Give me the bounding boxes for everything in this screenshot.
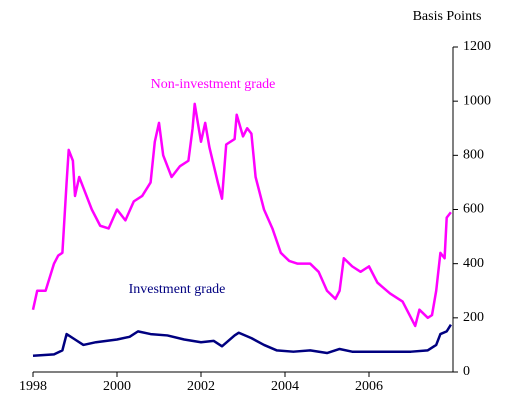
x-tick-label: 2002 bbox=[187, 379, 215, 394]
annotation: Investment grade bbox=[129, 282, 226, 297]
y-tick-label: 1000 bbox=[463, 93, 491, 108]
y-tick-label: 600 bbox=[463, 202, 484, 217]
annotation: Non-investment grade bbox=[151, 77, 276, 92]
y-tick-label: 1200 bbox=[463, 39, 491, 54]
line-series bbox=[32, 323, 452, 357]
y-tick-label: 800 bbox=[463, 148, 484, 163]
axis-label: Basis Points bbox=[413, 9, 482, 24]
line-series bbox=[31, 102, 452, 328]
x-tick-label: 2006 bbox=[355, 379, 383, 394]
x-tick-label: 1998 bbox=[19, 379, 47, 394]
y-tick-label: 200 bbox=[463, 310, 484, 325]
y-tick-label: 0 bbox=[463, 364, 470, 379]
x-tick-label: 2004 bbox=[271, 379, 299, 394]
y-tick-label: 400 bbox=[463, 256, 484, 271]
x-tick-label: 2000 bbox=[103, 379, 131, 394]
